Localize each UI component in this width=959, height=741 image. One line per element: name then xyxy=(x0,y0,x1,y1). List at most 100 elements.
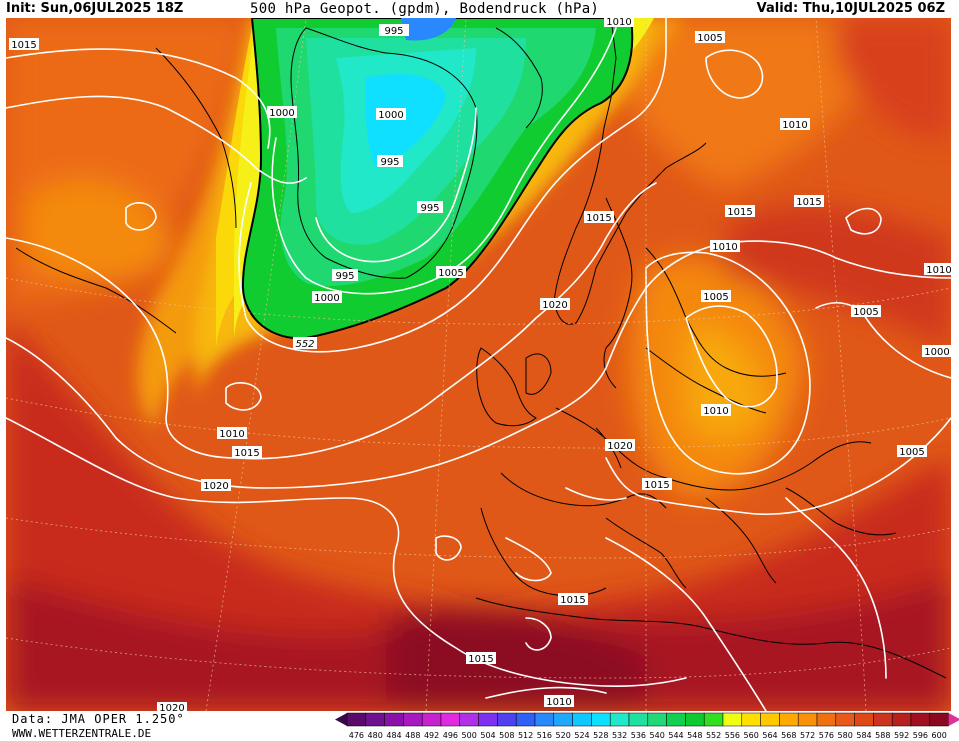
scale-swatch xyxy=(515,712,536,727)
scale-swatch xyxy=(459,712,479,727)
scale-label: 552 xyxy=(706,731,721,740)
svg-text:1010: 1010 xyxy=(926,265,951,276)
svg-text:1015: 1015 xyxy=(796,197,821,208)
scale-swatch xyxy=(797,712,818,727)
scale-swatch xyxy=(384,712,404,727)
svg-text:1015: 1015 xyxy=(586,213,611,224)
svg-text:995: 995 xyxy=(335,271,354,282)
svg-text:1010: 1010 xyxy=(703,406,728,417)
isobar-label: 1005 xyxy=(701,290,731,303)
scale-label: 484 xyxy=(386,731,401,740)
scale-label: 532 xyxy=(612,731,627,740)
scale-label: 496 xyxy=(443,731,458,740)
scale-swatch xyxy=(421,712,442,727)
scale-swatch xyxy=(440,712,461,727)
scale-label: 584 xyxy=(856,731,871,740)
isobar-label: 1010 xyxy=(780,118,810,131)
svg-text:1010: 1010 xyxy=(219,429,244,440)
svg-text:1005: 1005 xyxy=(853,307,878,318)
isobar-label: 995 xyxy=(377,155,403,168)
scale-label: 520 xyxy=(556,731,571,740)
isobar-label: 1000 xyxy=(376,108,406,121)
scale-label: 524 xyxy=(574,731,589,740)
isobar-label: 1020 xyxy=(540,298,570,311)
scale-swatch xyxy=(346,712,367,727)
svg-text:552: 552 xyxy=(295,339,314,350)
svg-text:1000: 1000 xyxy=(314,293,339,304)
svg-text:1015: 1015 xyxy=(560,595,585,606)
scale-swatch xyxy=(403,712,423,727)
isobar-label: 1010 xyxy=(924,263,951,276)
scale-swatch xyxy=(609,712,630,727)
valid-time: Valid: Thu,10JUL2025 06Z xyxy=(756,1,945,16)
isobar-label: 1015 xyxy=(466,652,496,665)
isobar-label: 1020 xyxy=(605,439,635,452)
svg-text:995: 995 xyxy=(380,157,399,168)
website-label: WWW.WETTERZENTRALE.DE xyxy=(12,727,152,740)
scale-label: 588 xyxy=(875,731,890,740)
scale-label: 600 xyxy=(932,731,947,740)
low-pressure-core xyxy=(241,18,634,340)
scale-label: 500 xyxy=(462,731,477,740)
isobar-label: 1010 xyxy=(544,695,574,708)
isobar-label: 1015 xyxy=(642,478,672,491)
scale-label: 548 xyxy=(687,731,702,740)
isobars xyxy=(6,18,951,711)
isobar-labels: 1015 995 1010 1005 1010 1000 1000 995 99… xyxy=(9,18,951,711)
isobar-label: 1015 xyxy=(584,211,614,224)
isobar-label: 1020 xyxy=(157,702,187,711)
data-source-label: Data: JMA OPER 1.250° xyxy=(12,712,185,726)
scale-swatch xyxy=(572,712,592,727)
scale-label: 592 xyxy=(894,731,909,740)
svg-text:1005: 1005 xyxy=(899,447,924,458)
isobar-label: 1015 xyxy=(232,446,262,459)
scale-swatch xyxy=(835,712,855,727)
svg-text:1015: 1015 xyxy=(234,448,259,459)
color-scale: 476 480 484 488 492 496 500 504 508 512 516 520 524 5… xyxy=(335,712,959,740)
svg-text:995: 995 xyxy=(420,203,439,214)
scale-swatch xyxy=(929,712,949,727)
scale-label: 508 xyxy=(499,731,514,740)
isobar-label: 1010 xyxy=(710,240,740,253)
isobar-label: 1015 xyxy=(558,593,588,606)
isobar-label: 552 xyxy=(293,337,317,350)
scale-label: 576 xyxy=(819,731,834,740)
scale-label: 580 xyxy=(838,731,853,740)
scale-swatch xyxy=(628,712,649,727)
isobar-label: 1015 xyxy=(9,38,39,51)
scale-swatch xyxy=(497,712,517,727)
scale-swatch xyxy=(816,712,837,727)
header-bar: Init: Sun,06JUL2025 18Z 500 hPa Geopot. … xyxy=(0,0,959,18)
scale-swatch xyxy=(647,712,667,727)
svg-text:1000: 1000 xyxy=(924,347,949,358)
scale-swatch xyxy=(910,712,931,727)
scale-swatch xyxy=(703,712,724,727)
scale-swatch xyxy=(553,712,573,727)
scale-label: 560 xyxy=(744,731,759,740)
svg-text:1020: 1020 xyxy=(203,481,228,492)
scale-label: 516 xyxy=(537,731,552,740)
graticule xyxy=(6,18,951,711)
scale-swatch xyxy=(741,712,761,727)
weather-map: 1015 995 1010 1005 1010 1000 1000 995 99… xyxy=(6,18,951,711)
isobar-label: 1005 xyxy=(897,445,927,458)
isobar-label: 995 xyxy=(379,24,409,37)
svg-text:1015: 1015 xyxy=(727,207,752,218)
isobar-label: 1005 xyxy=(851,305,881,318)
scale-swatch xyxy=(685,712,705,727)
isobar-label: 1010 xyxy=(701,404,731,417)
svg-text:995: 995 xyxy=(384,26,403,37)
svg-text:1000: 1000 xyxy=(269,108,294,119)
svg-text:1020: 1020 xyxy=(542,300,567,311)
isobar-label: 1010 xyxy=(604,18,634,28)
scale-swatch xyxy=(891,712,912,727)
scale-swatch xyxy=(760,712,780,727)
svg-text:1010: 1010 xyxy=(546,697,571,708)
isobar-label: 1020 xyxy=(201,479,231,492)
isobar-label: 1015 xyxy=(794,195,824,208)
scale-swatch xyxy=(534,712,555,727)
isobar-label: 1000 xyxy=(312,291,342,304)
isobar-label: 1010 xyxy=(217,427,247,440)
svg-text:1015: 1015 xyxy=(468,654,493,665)
scale-swatch xyxy=(779,712,799,727)
